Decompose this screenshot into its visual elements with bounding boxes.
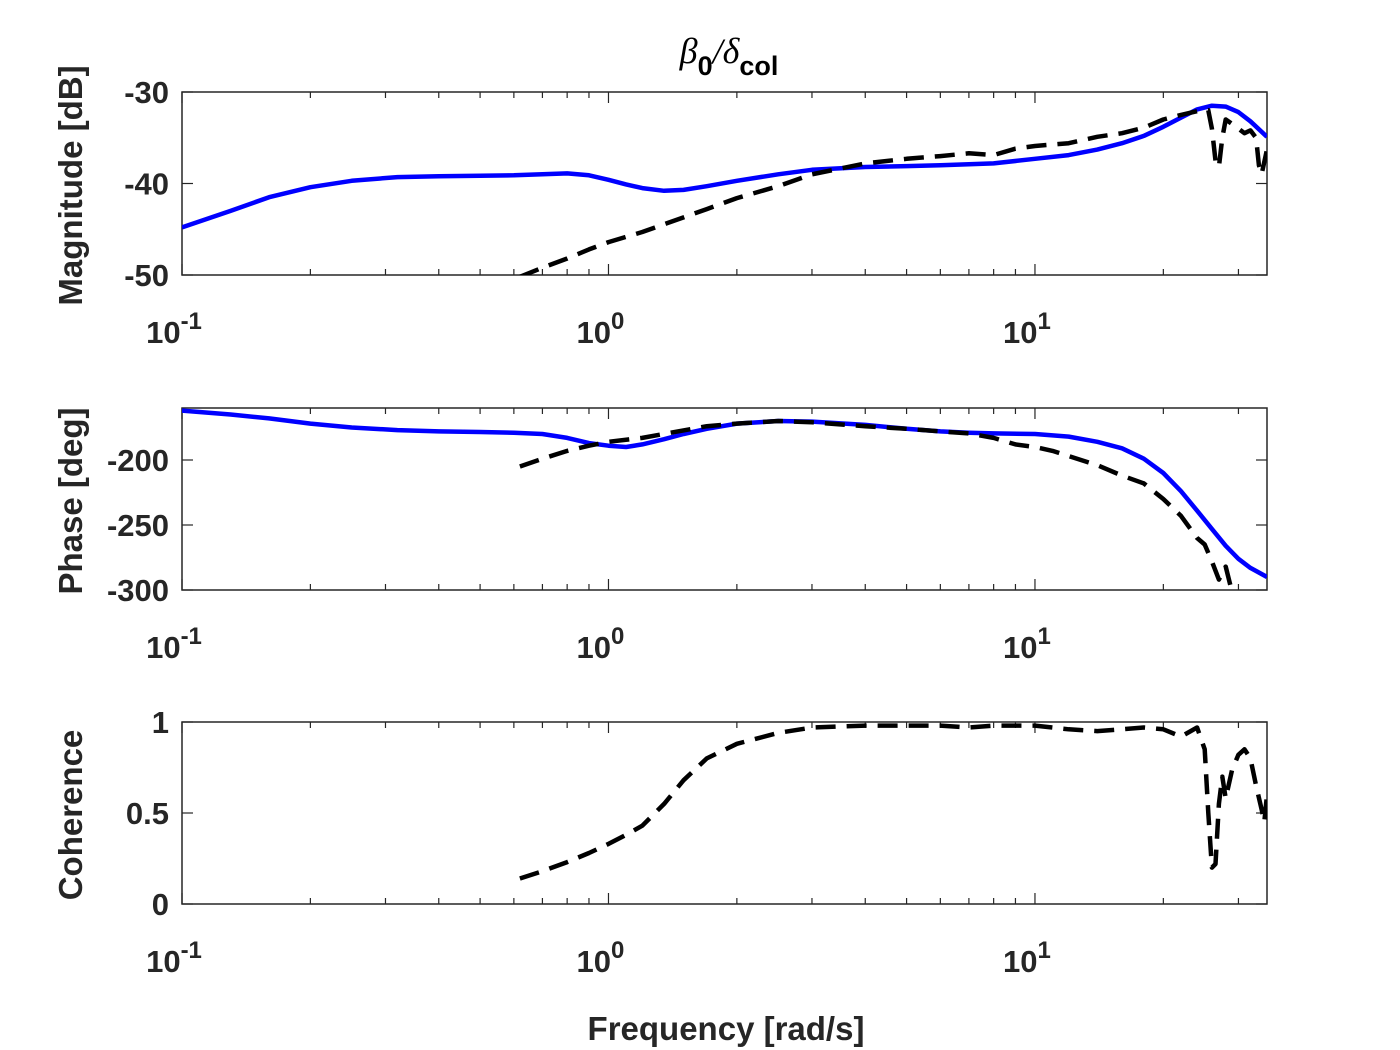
magnitude-x-tick-label: 100 [577,308,625,350]
figure-title: β0/δcol [679,31,779,81]
title-beta-subscript: 0 [698,51,713,81]
coherence-y-axis-title: Coherence [52,730,89,901]
coherence-y-tick-label: 1 [152,705,169,740]
magnitude-y-tick-label: -50 [124,258,169,293]
magnitude-y-tick-label: -40 [124,167,169,202]
x-axis-title: Frequency [rad/s] [588,1010,865,1047]
magnitude-series-model [182,103,1267,230]
phase-x-tick-label: 100 [577,623,625,665]
title-delta-subscript: col [739,51,778,81]
phase-axes-frame [181,407,1268,591]
phase-y-tick-label: -200 [107,443,169,478]
magnitude-x-tick-label: 10-1 [146,308,202,350]
panel-coherence: 1 0.5 0 10-1 100 101 Coherence [52,705,1268,979]
phase-y-tick-label: -250 [107,508,169,543]
coherence-x-tick-label: 101 [1003,937,1051,979]
title-delta: /δ [711,31,741,71]
panel-phase: -200 -250 -300 10-1 100 101 Phase [deg] [52,407,1268,665]
phase-series-flight [519,418,1234,590]
panels-container: -30 -40 -50 10-1 100 101 Magnitude [dB] -200 -25… [52,65,1268,979]
magnitude-series-flight [519,108,1267,275]
phase-x-tick-label: 10-1 [146,623,202,665]
coherence-x-tick-label: 100 [577,937,625,979]
phase-x-tick-label: 101 [1003,623,1051,665]
phase-y-axis-title: Phase [deg] [52,407,89,594]
coherence-axes-frame [181,721,1268,905]
coherence-y-tick-label: 0.5 [126,796,169,831]
magnitude-x-tick-label: 101 [1003,308,1051,350]
coherence-x-tick-label: 10-1 [146,937,202,979]
magnitude-y-tick-label: -30 [124,75,169,110]
panel-magnitude: -30 -40 -50 10-1 100 101 Magnitude [dB] [52,65,1268,350]
coherence-y-tick-label: 0 [152,887,169,922]
title-beta: β [679,31,698,71]
phase-y-tick-label: -300 [107,573,169,608]
magnitude-y-axis-title: Magnitude [dB] [52,65,89,305]
coherence-series-flight [519,723,1267,881]
